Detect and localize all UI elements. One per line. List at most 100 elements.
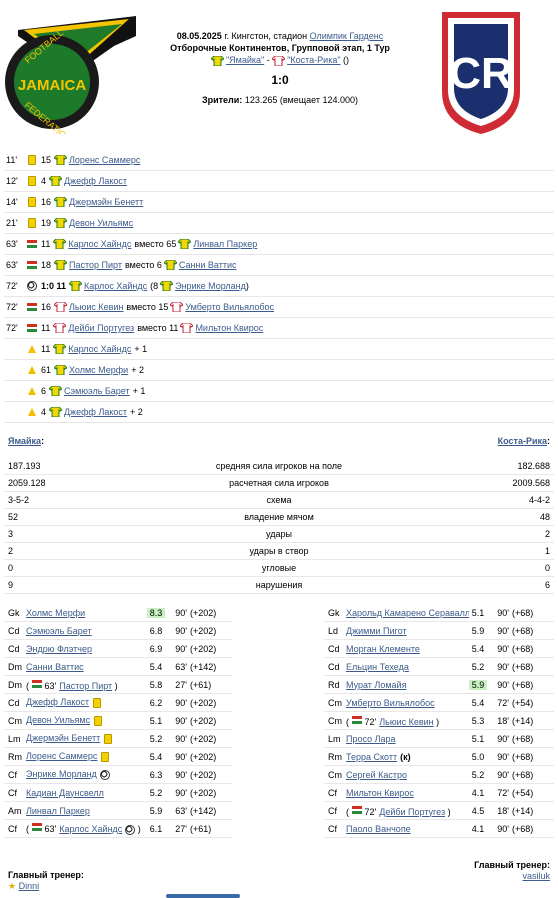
away-team-title-link[interactable]: Коста-Рика <box>497 436 547 446</box>
minutes-played: 90' <box>497 643 509 654</box>
player-link[interactable]: Девон Уильямс <box>26 715 91 726</box>
power-change: (+68) <box>512 823 534 834</box>
home-shirt-icon <box>163 259 178 271</box>
player-link[interactable]: Карлос Хайндс <box>84 281 148 291</box>
home-team-title-link[interactable]: Ямайка <box>8 436 42 446</box>
player-link[interactable]: Мурат Ломайя <box>346 679 407 690</box>
player-link[interactable]: Просо Лара <box>346 733 396 744</box>
player-link[interactable]: Холмс Мерфи <box>26 607 86 618</box>
sub-icon <box>26 260 38 270</box>
player-name-cell: ( 72' Льюис Кевин ) <box>346 715 469 727</box>
player-link[interactable]: Холмс Мерфи <box>69 365 129 375</box>
substitution-icon <box>27 323 37 333</box>
goal-icon <box>26 281 38 291</box>
home-stat-value: 187.193 <box>8 461 41 471</box>
player-link[interactable]: Джефф Лакост <box>26 697 90 708</box>
stat-label: удары <box>266 529 292 539</box>
player-row: Rm Терра Скотт (к) 5.0 90' (+68) <box>324 748 554 766</box>
player-link[interactable]: Карлос Хайндс <box>68 344 132 354</box>
sub-icon <box>26 239 38 249</box>
player-link[interactable]: Сэмюэль Барет <box>64 386 130 396</box>
stadium-link[interactable]: Олимпик Гарденс <box>309 31 384 41</box>
player-link[interactable]: Лоренс Саммерс <box>26 751 98 762</box>
player-link[interactable]: Сергей Кастро <box>346 769 408 780</box>
substitution-icon <box>27 260 37 270</box>
away-coach-link[interactable]: vasiluk <box>522 871 550 881</box>
power-change: (+202) <box>190 625 217 636</box>
player-link[interactable]: Ельцин Техеда <box>346 661 409 672</box>
player-link[interactable]: Дейби Португез <box>379 806 446 817</box>
player-link[interactable]: Пастор Пирт <box>69 260 122 270</box>
match-date-place: 08.05.2025 г. Кингстон, стадион Олимпик … <box>140 30 420 42</box>
power-change: (+202) <box>190 715 217 726</box>
teams-separator: - <box>264 55 273 65</box>
home-team-link[interactable]: "Ямайка" <box>225 55 265 65</box>
player-link[interactable]: Льюис Кевин <box>69 302 124 312</box>
player-link[interactable]: Паоло Ванчопе <box>346 823 411 834</box>
player-link[interactable]: Карлос Хайндс <box>68 239 132 249</box>
player-row: Cm Девон Уильямс 5.1 90' (+202) <box>4 712 232 730</box>
player-link[interactable]: Харольд Камарено Серавалли <box>346 607 469 618</box>
player-name-cell: Девон Уильямс <box>26 715 147 726</box>
player-link[interactable]: Пастор Пирт <box>59 680 113 691</box>
player-position: Dm <box>8 679 22 690</box>
player-link[interactable]: Мильтон Квирос <box>195 323 264 333</box>
player-link[interactable]: Джермэйн Бенетт <box>69 197 144 207</box>
player-link[interactable]: Мильтон Квирос <box>346 787 414 798</box>
event-row: 6 Сэмюэль Барет + 1 <box>4 381 554 402</box>
player-number: 18 <box>41 260 52 270</box>
sub-paren-open: ( <box>26 824 32 835</box>
player-link[interactable]: Джефф Лакост <box>64 176 128 186</box>
player-name-cell: ( 63' Пастор Пирт ) <box>26 679 147 691</box>
minutes-played: 27' <box>175 823 187 834</box>
player-link[interactable]: Эндрю Флэтчер <box>26 643 92 654</box>
sub-paren-close: ) <box>445 806 451 817</box>
player-position: Cf <box>8 769 17 780</box>
player-link[interactable]: Лоренс Саммерс <box>69 155 141 165</box>
player-link[interactable]: Умберто Вильялобос <box>346 697 435 708</box>
player-link[interactable]: Девон Уильямс <box>69 218 134 228</box>
player-link[interactable]: Санни Ваттис <box>26 661 84 672</box>
player-link[interactable]: Джермэйн Бенетт <box>26 733 101 744</box>
away-team-link[interactable]: "Коста-Рика" <box>287 55 341 65</box>
minutes-played: 63' <box>175 805 187 816</box>
player-link[interactable]: Кадиан Даунсвелл <box>26 787 104 798</box>
player-rating: 5.9 <box>469 679 487 690</box>
player-link[interactable]: Морган Клементе <box>346 643 420 654</box>
event-detail: вместо 11 <box>137 323 179 333</box>
player-link[interactable]: Умберто Вильялобос <box>185 302 274 312</box>
attendance: Зрители: 123.265 (вмещает 124.000) <box>140 94 420 106</box>
assist-count: + 1 <box>134 344 148 354</box>
player-row: Lm Джермэйн Бенетт 5.2 90' (+202) <box>4 730 232 748</box>
player-link[interactable]: Энрике Морланд <box>175 281 246 291</box>
player-link[interactable]: Санни Ваттис <box>178 260 237 270</box>
player-number: 11 <box>41 239 51 249</box>
home-lineup: Gk Холмс Мерфи 8.3 90' (+202) Cd Сэмюэль Барет… <box>4 604 232 838</box>
player-link[interactable]: Джефф Лакост <box>64 407 128 417</box>
player-link[interactable]: Карлос Хайндс <box>59 824 123 835</box>
minutes-played: 90' <box>175 715 187 726</box>
player-row: Ld Джимми Пигот 5.9 90' (+68) <box>324 622 554 640</box>
player-link[interactable]: Терра Скотт <box>346 751 398 762</box>
player-link[interactable]: Сэмюэль Барет <box>26 625 92 636</box>
sub-minute: 72' <box>364 716 377 727</box>
minutes-played: 90' <box>175 643 187 654</box>
player-link[interactable]: Дейби Португез <box>68 323 135 333</box>
player-link[interactable]: Энрике Морланд <box>26 769 97 780</box>
scroll-indicator[interactable] <box>166 894 240 898</box>
player-link[interactable]: Линвал Паркер <box>193 239 258 249</box>
player-link[interactable]: Линвал Паркер <box>26 805 90 816</box>
home-coach-link[interactable]: Dinni <box>18 881 40 891</box>
player-rating: 5.0 <box>471 751 485 762</box>
away-stat-value: 2009.568 <box>512 478 550 488</box>
player-row: Cd Морган Клементе 5.4 90' (+68) <box>324 640 554 658</box>
power-change: (+68) <box>512 769 534 780</box>
match-stage: Отборочные Континентов, Групповой этап, … <box>140 42 420 54</box>
player-link[interactable]: Льюис Кевин <box>379 716 434 727</box>
player-link[interactable]: Джимми Пигот <box>346 625 407 636</box>
player-rating: 5.2 <box>149 787 163 798</box>
player-position: Cd <box>8 625 20 636</box>
home-shirt-icon <box>52 238 68 250</box>
home-stat-value: 3 <box>8 529 14 539</box>
player-rating: 6.8 <box>149 625 163 636</box>
